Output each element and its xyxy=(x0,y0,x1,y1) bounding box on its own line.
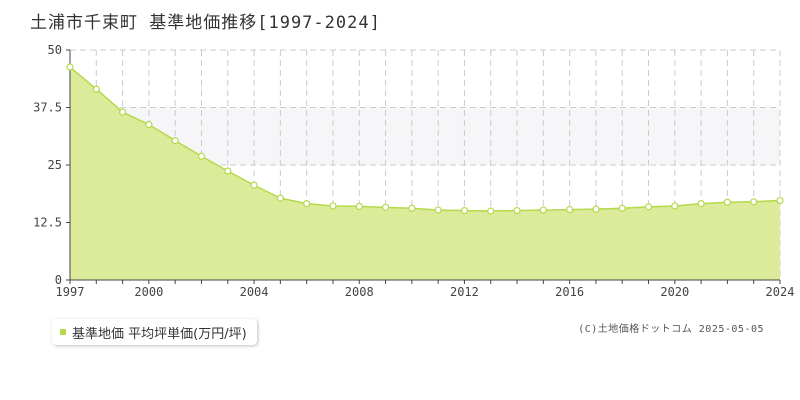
series-area xyxy=(70,67,780,281)
data-point xyxy=(513,206,521,215)
data-point xyxy=(381,203,390,211)
y-tick-labels: 0 12.5 25 37.5 50 xyxy=(33,43,62,287)
x-tick-label: 2000 xyxy=(134,285,163,299)
data-point xyxy=(66,63,74,71)
data-point xyxy=(487,207,495,215)
x-tick-label: 2016 xyxy=(555,285,584,299)
legend-label: 基準地価 平均坪単価(万円/坪) xyxy=(72,326,247,342)
y-tick-label: 12.5 xyxy=(33,216,62,230)
data-point xyxy=(776,196,784,205)
data-point xyxy=(118,108,127,116)
data-point xyxy=(723,198,732,206)
data-point xyxy=(566,206,574,214)
points-layer xyxy=(66,63,784,215)
data-point xyxy=(329,202,337,210)
data-point xyxy=(224,167,232,175)
y-tick-label: 37.5 xyxy=(33,101,62,115)
data-point xyxy=(197,152,206,160)
x-tick-label: 2012 xyxy=(450,285,479,299)
legend: 基準地価 平均坪単価(万円/坪) xyxy=(52,319,257,345)
data-point xyxy=(250,181,258,189)
data-point xyxy=(408,204,416,212)
data-point xyxy=(276,194,284,202)
y-tick-label: 0 xyxy=(55,273,62,287)
data-point xyxy=(750,198,758,206)
data-point xyxy=(671,202,679,210)
x-tick-label: 2020 xyxy=(660,285,689,299)
data-point xyxy=(460,206,469,215)
x-tick-label: 2008 xyxy=(345,285,374,299)
data-point xyxy=(539,206,547,214)
credit-text: (C)土地価格ドットコム 2025-05-05 xyxy=(578,324,764,335)
series-line xyxy=(69,66,781,212)
x-tick-labels: 1997 2000 2004 2008 2012 2016 2020 2024 xyxy=(56,285,795,299)
x-tick-label: 2004 xyxy=(240,285,269,299)
x-tick-label: 2024 xyxy=(766,285,795,299)
y-tick-label: 50 xyxy=(48,43,62,57)
data-point xyxy=(171,137,179,145)
area-chart: 0 12.5 25 37.5 50 1997 2000 2004 2008 2012 2016 20… xyxy=(33,43,795,299)
data-point xyxy=(434,206,442,214)
axes-layer xyxy=(66,49,781,284)
y-tick-label: 25 xyxy=(48,158,62,172)
data-point xyxy=(145,120,153,129)
chart-title: 土浦市千束町 基準地価推移[1997-2024] xyxy=(30,13,381,33)
legend-marker-icon xyxy=(60,329,66,335)
x-tick-label: 1997 xyxy=(56,285,85,299)
data-point xyxy=(592,205,600,213)
data-point xyxy=(618,204,626,212)
data-point xyxy=(303,200,311,208)
data-point xyxy=(92,85,100,93)
data-point xyxy=(355,202,363,210)
area-layer xyxy=(69,66,781,281)
data-point xyxy=(697,200,705,208)
data-point xyxy=(644,203,653,211)
